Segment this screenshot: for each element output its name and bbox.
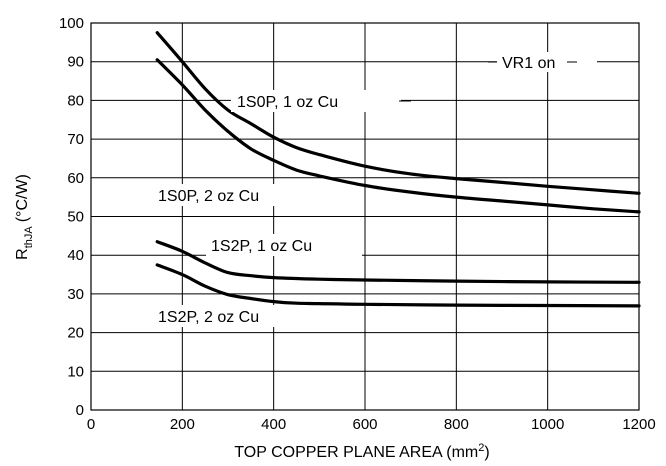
x-axis-title-main: TOP COPPER PLANE AREA (mm (234, 444, 478, 461)
series-line (155, 240, 641, 284)
annotation-1s0p-1oz: 1S0P, 1 oz Cu (237, 94, 338, 111)
y-tick-label: 50 (67, 209, 84, 226)
annotation-1s0p-2oz-group: 1S0P, 2 oz Cu (154, 184, 306, 206)
vr1-label-bg (497, 52, 597, 72)
y-axis-title-sub: thJA (23, 226, 35, 249)
curve-layer (155, 31, 641, 308)
x-axis-title: TOP COPPER PLANE AREA (mm2) (234, 442, 489, 461)
x-tick-label: 600 (352, 416, 377, 433)
y-tick-label: 100 (59, 15, 84, 32)
label-bg (154, 305, 306, 327)
label-bg (154, 184, 306, 206)
x-tick-label: 800 (444, 416, 469, 433)
y-tick-label: 20 (67, 325, 84, 342)
annotation-vr1: VR1 on (502, 55, 555, 72)
x-tick-label: 1000 (531, 416, 564, 433)
y-axis-title-main: R (14, 248, 31, 260)
y-tick-label: 10 (67, 363, 84, 380)
annotation-vr1-group: VR1 on (488, 52, 597, 72)
y-tick-label: 70 (67, 131, 84, 148)
series-line (155, 58, 641, 214)
x-tick-label: 400 (261, 416, 286, 433)
grid-layer (90, 22, 640, 411)
y-axis-title-unit: (°C/W) (14, 174, 31, 222)
annotation-1s0p-2oz: 1S0P, 2 oz Cu (158, 188, 259, 205)
y-tick-label: 40 (67, 247, 84, 264)
annotation-1s0p-1oz-group: 1S0P, 1 oz Cu (231, 90, 411, 112)
x-axis-title-sup: 2 (478, 442, 484, 454)
annotation-1s2p-2oz-group: 1S2P, 2 oz Cu (154, 305, 306, 327)
annotation-1s2p-2oz: 1S2P, 2 oz Cu (158, 309, 259, 326)
y-tick-label: 80 (67, 92, 84, 109)
series-line (155, 31, 641, 195)
x-axis-title-end: ) (484, 444, 489, 461)
plot-frame (90, 22, 640, 411)
label-bg (206, 234, 362, 256)
annotation-1s2p-1oz: 1S2P, 1 oz Cu (211, 238, 312, 255)
y-tick-label: 90 (67, 54, 84, 71)
series-line (155, 263, 641, 308)
annotation-1s2p-1oz-group: 1S2P, 1 oz Cu (206, 234, 362, 256)
x-tick-label: 0 (87, 416, 95, 433)
y-tick-label: 30 (67, 286, 84, 303)
x-tick-label: 200 (170, 416, 195, 433)
y-tick-label: 0 (76, 402, 84, 419)
x-tick-label: 1200 (622, 416, 655, 433)
y-tick-label: 60 (67, 170, 84, 187)
label-bg (231, 90, 401, 112)
y-axis-title: RthJA (°C/W) (14, 174, 35, 260)
